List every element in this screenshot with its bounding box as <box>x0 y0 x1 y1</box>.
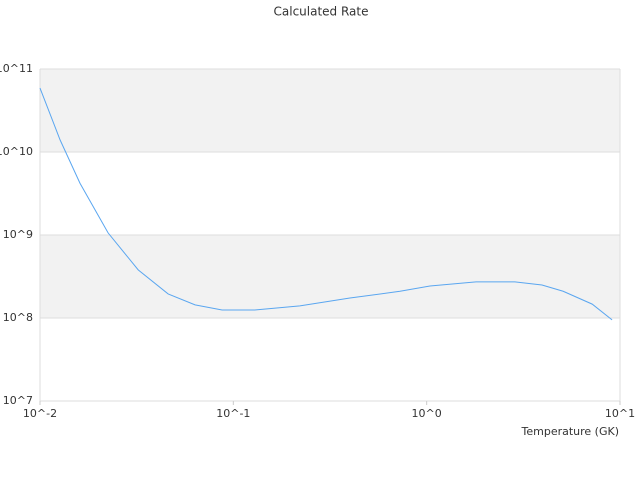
grid-band <box>40 235 620 318</box>
y-tick-label: 10^7 <box>3 394 33 407</box>
grid-band <box>40 69 620 152</box>
x-axis-label: Temperature (GK) <box>521 425 620 438</box>
y-tick-label: 10^9 <box>3 228 33 241</box>
x-tick-label: 10^0 <box>412 407 442 420</box>
x-tick-label: 10^1 <box>605 407 635 420</box>
data-line <box>39 87 613 321</box>
y-tick-label: 10^11 <box>0 62 33 75</box>
x-tick-label: 10^-2 <box>23 407 57 420</box>
y-tick-label: 10^8 <box>3 311 33 324</box>
y-tick-label: 10^10 <box>0 145 33 158</box>
chart-title: Calculated Rate <box>274 5 369 19</box>
x-tick-label: 10^-1 <box>216 407 250 420</box>
